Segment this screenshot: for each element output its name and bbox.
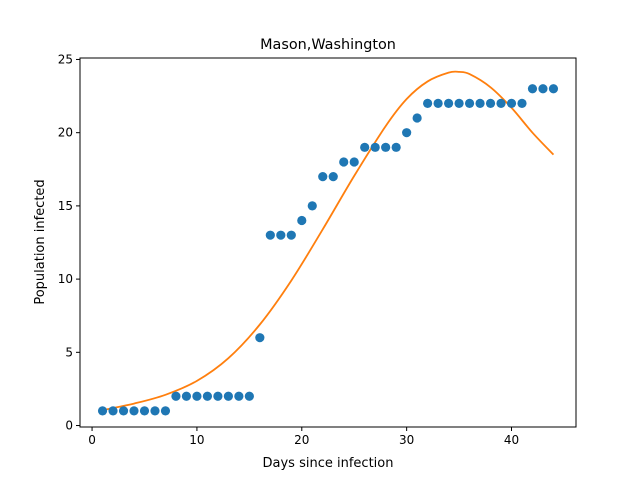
x-tick-label: 20 — [294, 433, 309, 447]
data-point — [402, 128, 412, 138]
data-point — [328, 172, 338, 182]
data-point — [108, 406, 118, 416]
x-axis-label: Days since infection — [263, 456, 394, 471]
plot-area — [97, 70, 559, 416]
data-point — [171, 391, 181, 401]
data-point — [443, 98, 454, 108]
y-tick-label: 5 — [65, 345, 73, 359]
data-point — [391, 142, 401, 152]
data-point — [538, 84, 548, 94]
data-point — [349, 157, 359, 167]
axes: 0 10 20 30 40 0 5 10 15 20 25 — [58, 52, 577, 447]
data-point — [485, 98, 496, 108]
chart-title: Mason,Washington — [260, 37, 396, 53]
data-point — [506, 98, 517, 108]
data-point — [433, 98, 443, 108]
x-tick-label: 30 — [399, 433, 414, 447]
data-point — [139, 406, 150, 416]
data-point — [202, 391, 213, 401]
data-point — [381, 142, 391, 152]
data-point — [454, 98, 464, 108]
data-point — [160, 406, 171, 416]
data-point — [150, 406, 160, 416]
data-point — [297, 215, 307, 226]
data-point — [255, 333, 265, 343]
data-point — [464, 98, 475, 108]
data-point — [244, 391, 254, 401]
data-point — [517, 98, 527, 108]
y-axis-label: Population infected — [33, 179, 48, 304]
data-point — [339, 157, 349, 167]
x-tick-label: 0 — [88, 433, 96, 447]
data-point — [318, 172, 328, 182]
y-tick-label: 25 — [58, 52, 73, 66]
y-tick-label: 20 — [58, 126, 73, 140]
data-point — [475, 98, 485, 108]
axes-frame — [79, 57, 577, 428]
data-point — [234, 391, 244, 401]
y-tick-label: 15 — [58, 199, 73, 213]
data-point — [548, 84, 559, 94]
data-point — [412, 113, 422, 123]
data-point — [265, 230, 275, 240]
data-point — [223, 391, 233, 401]
data-point — [527, 84, 538, 94]
data-point — [360, 142, 370, 152]
data-point — [213, 391, 223, 401]
y-tick-label: 0 — [65, 419, 73, 433]
x-tick-label: 10 — [189, 433, 204, 447]
data-point — [97, 406, 108, 416]
data-point — [129, 406, 139, 416]
data-point — [192, 391, 202, 401]
data-point — [423, 98, 433, 108]
data-point — [496, 98, 506, 108]
data-point — [307, 201, 317, 211]
y-tick-label: 10 — [58, 272, 73, 286]
data-point — [286, 230, 296, 240]
x-tick-label: 40 — [504, 433, 519, 447]
data-point — [181, 391, 192, 401]
data-point — [276, 230, 286, 240]
fit-line — [102, 70, 555, 412]
data-point — [118, 406, 129, 416]
data-point — [370, 142, 380, 152]
